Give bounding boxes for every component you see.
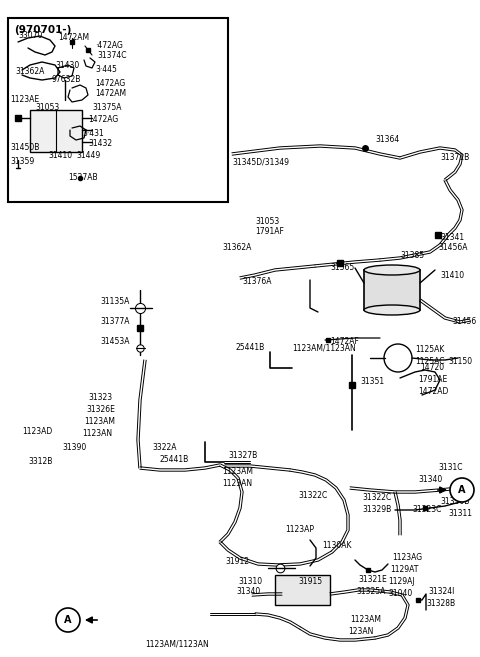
Text: 1791AE: 1791AE (418, 376, 447, 384)
Text: A: A (64, 615, 72, 625)
Text: ·472AG: ·472AG (95, 41, 123, 51)
Bar (8, 18, 228, 202)
Text: 1125AC: 1125AC (415, 357, 444, 367)
Text: 31410: 31410 (48, 150, 72, 160)
Text: 31341: 31341 (440, 233, 464, 242)
Text: 31340: 31340 (418, 476, 442, 484)
Text: 3312B: 3312B (28, 457, 52, 466)
Text: 31324I: 31324I (428, 587, 455, 597)
Text: 1123AM: 1123AM (350, 616, 381, 625)
Text: 31376A: 31376A (242, 277, 272, 286)
Text: 31345D/31349: 31345D/31349 (232, 158, 289, 166)
Bar (30, 110, 82, 152)
Text: 31410: 31410 (440, 271, 464, 281)
Text: 1123AD: 1123AD (22, 428, 52, 436)
Text: 1129AJ: 1129AJ (388, 578, 415, 587)
Text: 1125AK: 1125AK (415, 346, 444, 355)
Text: 31310: 31310 (238, 578, 262, 587)
Bar (364, 270, 420, 310)
Text: 31340: 31340 (236, 587, 260, 597)
Bar (275, 575, 330, 605)
Text: 31053: 31053 (255, 217, 279, 227)
Text: 31321E: 31321E (358, 576, 387, 585)
Ellipse shape (364, 265, 420, 275)
Text: 1123AM/1123AN: 1123AM/1123AN (145, 639, 209, 648)
Text: 3·445: 3·445 (95, 66, 117, 74)
Circle shape (56, 608, 80, 632)
Text: 31325A: 31325A (356, 587, 385, 597)
Text: 31359: 31359 (10, 158, 34, 166)
Text: 1472AG: 1472AG (88, 116, 118, 124)
Text: 31374C: 31374C (97, 51, 127, 60)
Text: 31364: 31364 (375, 135, 399, 145)
Text: 1472AD: 1472AD (418, 388, 448, 397)
Text: 1472AG: 1472AG (95, 78, 125, 87)
Text: 31322C: 31322C (362, 493, 391, 503)
Text: 31329B: 31329B (362, 505, 391, 514)
Text: 33070: 33070 (18, 30, 42, 39)
Text: 31432: 31432 (88, 139, 112, 148)
Text: 3·431: 3·431 (82, 129, 104, 137)
Text: 31456A: 31456A (438, 244, 468, 252)
Text: 3322A: 3322A (152, 443, 177, 453)
Text: 31915: 31915 (298, 578, 322, 587)
Text: 1123AN: 1123AN (222, 480, 252, 489)
Text: 31351: 31351 (360, 378, 384, 386)
Text: 1472AM: 1472AM (58, 34, 89, 43)
Text: 1123AM: 1123AM (222, 468, 253, 476)
Text: (970701-): (970701-) (14, 25, 72, 35)
Text: 31323: 31323 (88, 394, 112, 403)
Text: 1123AM/1123AN: 1123AM/1123AN (292, 344, 356, 353)
Text: 31150: 31150 (448, 357, 472, 367)
Text: 123AN: 123AN (348, 627, 373, 637)
Text: 31040: 31040 (388, 589, 412, 599)
Text: 31450B: 31450B (10, 143, 39, 152)
Text: 31327B: 31327B (228, 451, 257, 459)
Text: 31912: 31912 (225, 558, 249, 566)
Text: 1791AF: 1791AF (255, 227, 284, 237)
Text: 1472AM: 1472AM (95, 89, 126, 97)
Text: 31328B: 31328B (426, 599, 455, 608)
Text: 31456: 31456 (452, 317, 476, 327)
Text: 1123AE: 1123AE (10, 95, 39, 104)
Text: 1123AG: 1123AG (392, 553, 422, 562)
Text: 1130AK: 1130AK (322, 541, 351, 549)
Text: 25441B: 25441B (160, 455, 189, 464)
Text: 31430: 31430 (55, 62, 79, 70)
Text: 1123AM: 1123AM (84, 417, 115, 426)
Text: 31390: 31390 (62, 443, 86, 453)
Text: 31326E: 31326E (86, 405, 115, 415)
Text: 1123AP: 1123AP (285, 526, 314, 535)
Text: 31362A: 31362A (222, 244, 252, 252)
Text: 1527AB: 1527AB (68, 173, 97, 183)
Text: 31053: 31053 (35, 102, 59, 112)
Text: 3131C: 3131C (438, 463, 463, 472)
Text: 97632B: 97632B (52, 76, 82, 85)
Text: 31453A: 31453A (100, 338, 130, 346)
Text: 1472AF: 1472AF (330, 338, 359, 346)
Text: 31135A: 31135A (100, 298, 130, 307)
Text: 31330B: 31330B (440, 497, 469, 507)
Text: 31449: 31449 (76, 150, 100, 160)
Text: 31322C: 31322C (298, 491, 327, 499)
Text: 31385: 31385 (400, 252, 424, 260)
Text: A: A (458, 485, 466, 495)
Text: 31371B: 31371B (440, 154, 469, 162)
Text: 14720: 14720 (420, 363, 444, 373)
Text: 31375A: 31375A (92, 102, 121, 112)
Text: 31323C: 31323C (412, 505, 442, 514)
Text: 31365: 31365 (330, 263, 354, 273)
Text: 1129AT: 1129AT (390, 566, 419, 574)
Text: 31377A: 31377A (100, 317, 130, 327)
Text: 31362A: 31362A (15, 68, 44, 76)
Ellipse shape (364, 305, 420, 315)
Circle shape (450, 478, 474, 502)
Text: 25441B: 25441B (236, 344, 265, 353)
Text: 31311: 31311 (448, 509, 472, 518)
Text: 1123AN: 1123AN (82, 430, 112, 438)
